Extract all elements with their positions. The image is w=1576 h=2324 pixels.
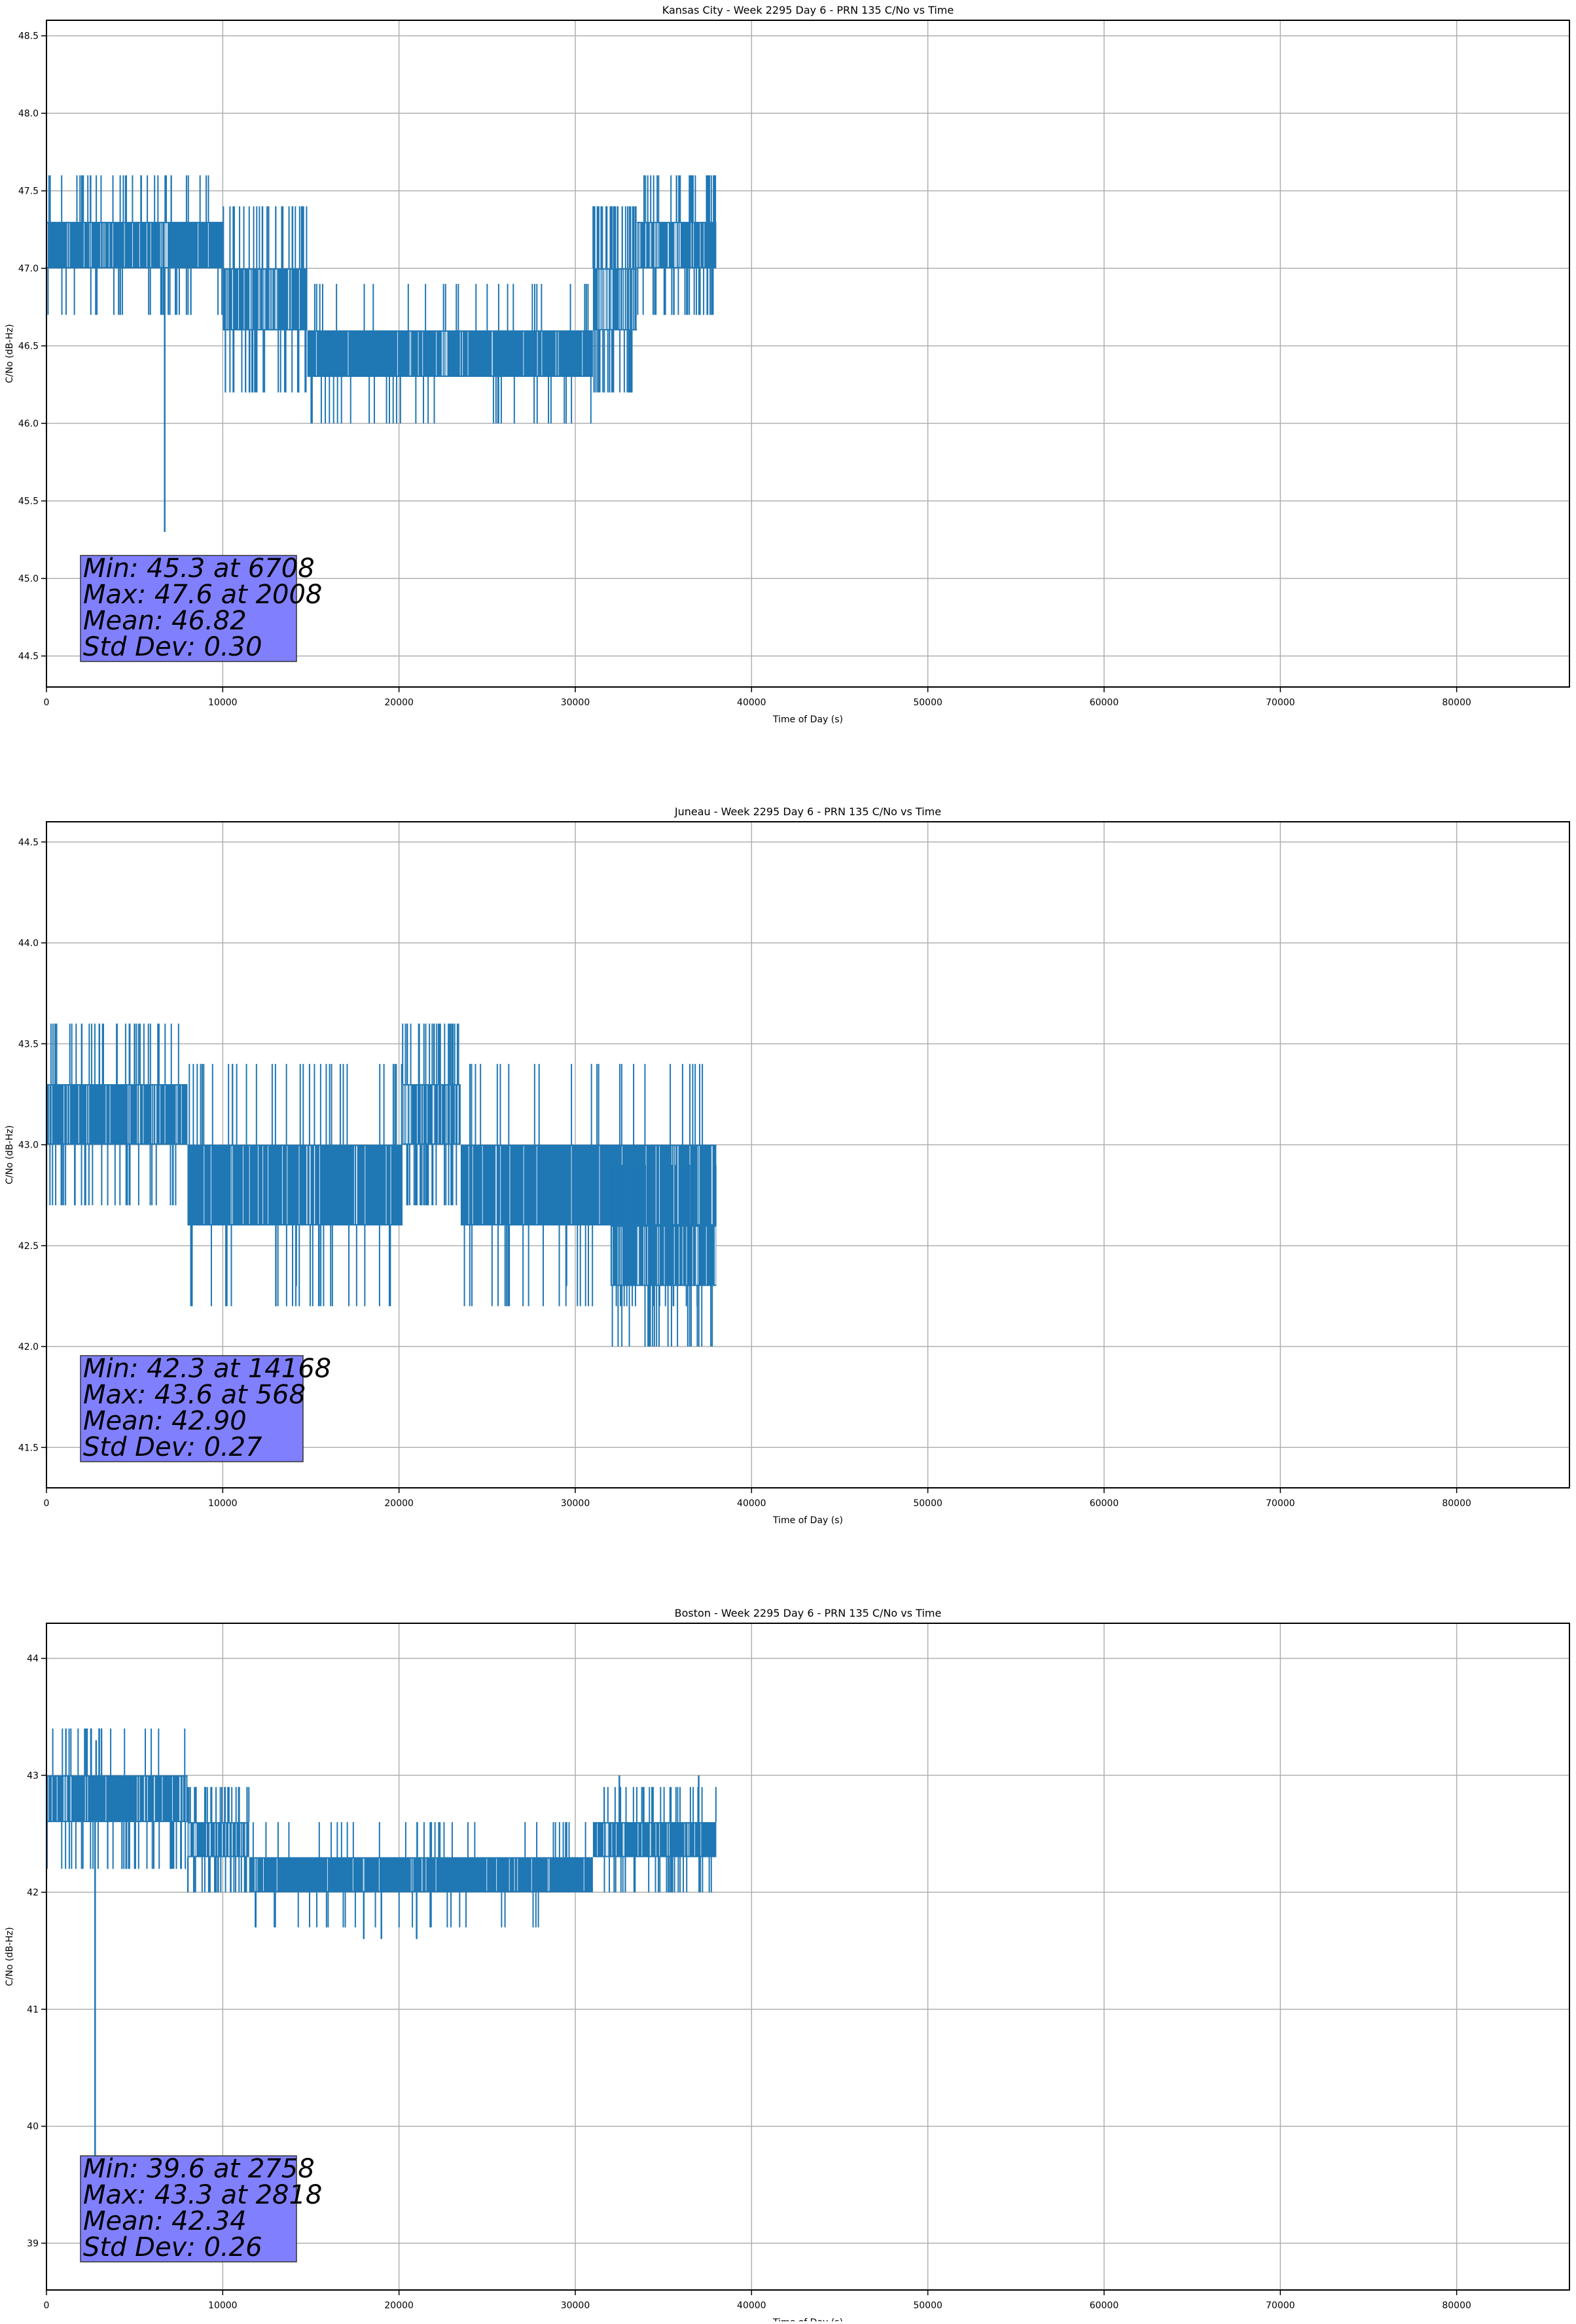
chart-panel-0: 0 10000 20000 30000 40000 50000 60000 70000 8000… [5, 4, 1570, 725]
series-band [403, 1084, 461, 1145]
stats-box [80, 2155, 297, 2262]
y-tick-label: 42.0 [18, 1342, 39, 1352]
chart-panel-1: 0 10000 20000 30000 40000 50000 60000 70000 8000… [5, 805, 1570, 1526]
x-axis-label: Time of Day (s) [772, 1515, 843, 1526]
x-axis-label: Time of Day (s) [772, 2317, 843, 2321]
y-tick-label: 41 [27, 2005, 39, 2015]
y-tick-label: 44.5 [18, 652, 39, 662]
y-tick-label: 45.0 [18, 574, 39, 584]
y-tick-label: 42 [27, 1888, 39, 1898]
series-band [187, 1822, 249, 1857]
series-band [46, 1084, 188, 1145]
x-tick-label: 40000 [737, 697, 766, 708]
chart-title: Kansas City - Week 2295 Day 6 - PRN 135 … [662, 4, 954, 16]
series-band [46, 1775, 188, 1822]
y-tick-label: 44.5 [18, 837, 39, 848]
stats-max: Max: 43.3 at 2818 [83, 2180, 322, 2210]
x-tick-label: 10000 [208, 697, 238, 708]
x-tick-label: 80000 [1442, 697, 1471, 708]
stats-mean: Mean: 46.82 [83, 606, 247, 636]
x-tick-label: 0 [44, 2300, 50, 2311]
stats-std: Std Dev: 0.26 [83, 2232, 262, 2262]
x-tick-label: 0 [44, 1498, 50, 1509]
y-axis-label: C/No (dB-Hz) [5, 324, 15, 383]
stats-min: Min: 45.3 at 6708 [83, 554, 315, 584]
stats-mean: Mean: 42.90 [83, 1406, 247, 1436]
x-tick-label: 40000 [737, 1498, 766, 1509]
axes-frame [46, 821, 1570, 1488]
stats-box [80, 1355, 304, 1462]
y-axis-label: C/No (dB-Hz) [5, 1927, 15, 1986]
x-tick-label: 10000 [208, 2300, 238, 2311]
x-axis-label: Time of Day (s) [772, 714, 843, 725]
x-tick-label: 30000 [561, 697, 590, 708]
y-tick-label: 44.0 [18, 938, 39, 949]
x-tick-label: 70000 [1266, 2300, 1295, 2311]
y-tick-label: 43.5 [18, 1039, 39, 1049]
x-tick-label: 60000 [1090, 2300, 1119, 2311]
x-tick-label: 10000 [208, 1498, 238, 1509]
y-tick-label: 42.5 [18, 1241, 39, 1252]
y-tick-label: 47.5 [18, 186, 39, 197]
stats-std: Std Dev: 0.30 [83, 632, 262, 662]
chart-title: Boston - Week 2295 Day 6 - PRN 135 C/No … [675, 1607, 942, 1619]
y-tick-label: 46.0 [18, 419, 39, 429]
x-tick-label: 80000 [1442, 2300, 1471, 2311]
y-tick-label: 41.5 [18, 1443, 39, 1453]
axes-frame [46, 1623, 1570, 2291]
y-tick-label: 40 [27, 2122, 39, 2132]
y-tick-label: 43 [27, 1770, 39, 1781]
stats-max: Max: 43.6 at 568 [83, 1380, 306, 1410]
chart-title: Juneau - Week 2295 Day 6 - PRN 135 C/No … [674, 805, 941, 818]
series-band [610, 1225, 717, 1286]
x-tick-label: 0 [44, 697, 50, 708]
series-band [592, 1822, 717, 1857]
x-tick-label: 40000 [737, 2300, 766, 2311]
y-tick-label: 44 [27, 1654, 39, 1664]
stats-max: Max: 47.6 at 2008 [83, 580, 322, 610]
y-tick-label: 48.0 [18, 109, 39, 119]
series-band [307, 330, 593, 378]
x-tick-label: 30000 [561, 1498, 590, 1509]
stats-min: Min: 39.6 at 2758 [83, 2154, 315, 2184]
x-tick-label: 20000 [384, 697, 414, 708]
x-tick-label: 80000 [1442, 1498, 1471, 1509]
series-band [249, 1857, 593, 1893]
series-band [187, 1144, 403, 1225]
x-tick-label: 50000 [913, 697, 942, 708]
series-band [46, 222, 223, 269]
x-tick-label: 60000 [1090, 697, 1119, 708]
axes-frame [46, 20, 1570, 688]
y-tick-label: 43.0 [18, 1140, 39, 1151]
y-tick-label: 39 [27, 2238, 39, 2249]
x-tick-label: 30000 [561, 2300, 590, 2311]
y-tick-label: 45.5 [18, 497, 39, 507]
y-tick-label: 47.0 [18, 264, 39, 274]
y-axis-label: C/No (dB-Hz) [5, 1125, 15, 1184]
y-tick-label: 46.5 [18, 342, 39, 352]
x-tick-label: 60000 [1090, 1498, 1119, 1509]
x-tick-label: 70000 [1266, 1498, 1295, 1509]
stats-min: Min: 42.3 at 14168 [83, 1354, 331, 1384]
x-tick-label: 20000 [384, 1498, 414, 1509]
stats-mean: Mean: 42.34 [83, 2206, 247, 2236]
x-tick-label: 50000 [913, 1498, 942, 1509]
x-tick-label: 50000 [913, 2300, 942, 2311]
x-tick-label: 20000 [384, 2300, 414, 2311]
stats-box [80, 555, 297, 662]
series-band [592, 268, 637, 330]
x-tick-label: 70000 [1266, 697, 1295, 708]
y-tick-label: 48.5 [18, 31, 39, 42]
stats-std: Std Dev: 0.27 [83, 1432, 262, 1462]
chart-panel-2: 0 10000 20000 30000 40000 50000 60000 70000 8000… [5, 1607, 1570, 2324]
